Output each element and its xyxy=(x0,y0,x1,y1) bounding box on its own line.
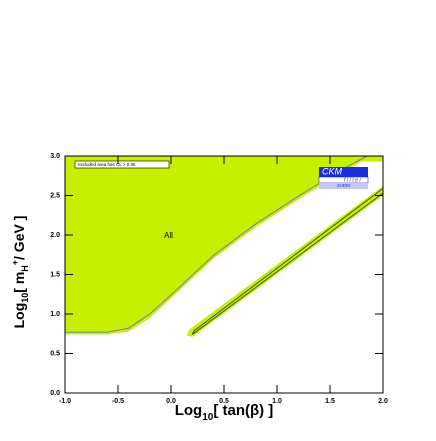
logo-text: 2HDM xyxy=(337,183,350,188)
y-tick-label: 2.5 xyxy=(50,192,60,199)
annotation: All xyxy=(164,231,173,240)
x-tick-label: 0.0 xyxy=(166,398,176,405)
x-tick-label: -1.0 xyxy=(59,398,71,405)
logo-top xyxy=(319,167,368,177)
logo-text: CKM xyxy=(322,166,343,176)
logo-text: fitter xyxy=(344,177,363,183)
legend-text: excluded area has CL > 0.95 xyxy=(78,162,136,167)
y-tick-label: 0.5 xyxy=(50,350,60,357)
x-tick-label: 1.0 xyxy=(272,398,282,405)
x-tick-label: 2.0 xyxy=(378,398,388,405)
excluded-region xyxy=(65,156,383,335)
y-tick-label: 1.5 xyxy=(50,271,60,278)
x-tick-label: -0.5 xyxy=(112,398,124,405)
y-tick-label: 2.0 xyxy=(50,232,60,239)
y-tick-label: 1.0 xyxy=(50,311,60,318)
y-tick-label: 3.0 xyxy=(50,153,60,160)
x-axis-label: Log10[ tan(β) ] xyxy=(175,402,274,423)
legend-box xyxy=(74,160,170,169)
logo-bottom xyxy=(319,183,368,189)
x-tick-label: 0.5 xyxy=(219,398,229,405)
x-tick-label: 1.5 xyxy=(325,398,335,405)
y-axis-label: Log10[ mH+/ GeV ] xyxy=(10,216,30,329)
y-tick-label: 0.0 xyxy=(50,390,60,397)
